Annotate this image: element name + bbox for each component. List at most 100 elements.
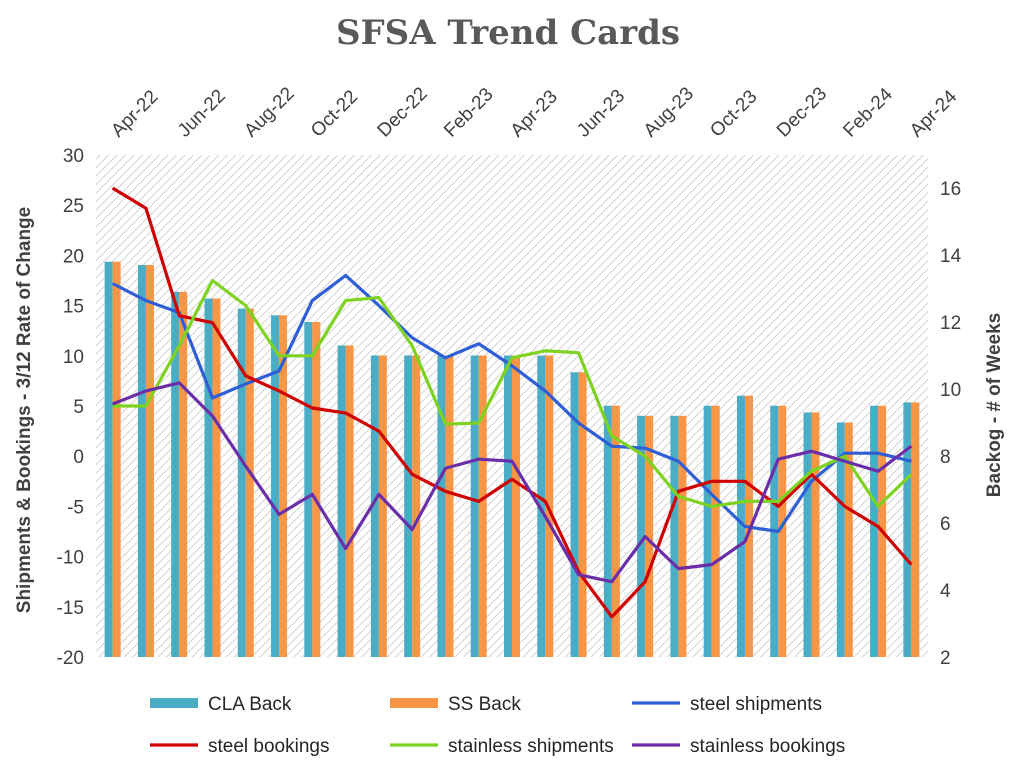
left-tick-label: 25: [63, 196, 84, 217]
bar-ss-back: [412, 355, 421, 657]
bar-cla-back: [870, 405, 879, 657]
x-tick-label: Apr-22: [107, 86, 162, 141]
bar-cla-back: [603, 405, 612, 657]
bar-ss-back: [512, 355, 520, 657]
bar-cla-back: [104, 261, 113, 657]
bar-cla-back: [836, 422, 845, 657]
left-tick-label: 20: [63, 246, 84, 267]
bar-ss-back: [711, 405, 720, 657]
bar-cla-back: [903, 402, 912, 657]
left-tick-label: 5: [73, 397, 84, 418]
right-axis-title: Backog - # of Weeks: [984, 313, 1005, 497]
x-tick-label: Oct-23: [706, 86, 761, 141]
bar-ss-back: [611, 405, 620, 657]
legend-item: steel shipments: [632, 694, 822, 715]
x-axis-ticks: Apr-22 Jun-22 Aug-22 Oct-22 Dec-22 Feb-23 Apr-…: [107, 83, 961, 141]
legend-item: SS Back: [390, 694, 521, 715]
bar-ss-back: [578, 372, 587, 657]
bar-cla-back: [370, 355, 379, 657]
line-stainless-bookings: [112, 381, 913, 584]
bar-cla-back: [803, 412, 812, 657]
bar-cla-back: [437, 355, 446, 657]
right-tick-label: 12: [940, 313, 961, 334]
legend-label: stainless bookings: [690, 736, 845, 757]
legend-item: CLA Back: [150, 694, 292, 715]
legend: CLA Back SS Back steel shipments steel book…: [150, 694, 845, 757]
bar-ss-back: [345, 345, 354, 657]
bar-cla-back: [504, 355, 512, 657]
x-tick-label: Feb-23: [440, 84, 497, 141]
bar-ss-back: [145, 265, 154, 657]
x-tick-label: Oct-22: [307, 86, 362, 141]
legend-label: stainless shipments: [448, 736, 614, 757]
bar-cla-back: [337, 345, 346, 657]
line-stainless-shipments: [112, 278, 913, 508]
left-axis-ticks: -20 -15 -10 -5 0 5 10 15 20 25 30: [57, 146, 84, 669]
left-axis-title: Shipments & Bookings - 3/12 Rate of Chan…: [14, 207, 35, 613]
bar-cla-back: [470, 355, 479, 657]
bar-cla-back: [271, 315, 280, 657]
legend-label: SS Back: [448, 694, 521, 715]
left-tick-label: 0: [73, 447, 84, 468]
right-axis-ticks: 2 4 6 8 10 12 14 16: [940, 179, 962, 669]
bar-ss-back: [378, 355, 387, 657]
bar-cla-back: [404, 355, 413, 657]
x-tick-label: Apr-23: [507, 86, 562, 141]
bar-ss-back: [445, 355, 454, 657]
left-tick-label: -15: [57, 598, 84, 619]
bar-ss-back: [245, 308, 254, 657]
bar-cla-back: [670, 415, 679, 657]
x-tick-label: Feb-24: [839, 84, 897, 142]
bar-cla-back: [736, 395, 745, 657]
bar-ss-back: [478, 355, 487, 657]
legend-swatch: [390, 698, 438, 708]
left-tick-label: 30: [63, 146, 84, 167]
x-tick-label: Jun-23: [573, 86, 629, 142]
bar-ss-back: [811, 412, 820, 657]
bars-layer: [104, 261, 920, 657]
x-tick-label: Aug-23: [640, 83, 698, 141]
bar-cla-back: [537, 355, 546, 657]
lines-layer: [111, 186, 913, 619]
bar-ss-back: [212, 298, 221, 657]
legend-label: CLA Back: [208, 694, 292, 715]
bar-cla-back: [237, 308, 246, 657]
bar-ss-back: [678, 415, 687, 657]
line-steel-bookings: [111, 186, 913, 619]
right-tick-label: 10: [940, 380, 961, 401]
right-tick-label: 8: [940, 447, 951, 468]
bar-ss-back: [112, 261, 121, 657]
bar-ss-back: [645, 415, 654, 657]
right-tick-label: 6: [940, 514, 951, 535]
bar-cla-back: [171, 291, 180, 657]
bar-ss-back: [312, 322, 321, 657]
bar-ss-back: [279, 315, 288, 657]
legend-swatch: [150, 698, 198, 708]
legend-label: steel shipments: [690, 694, 822, 715]
bar-cla-back: [137, 265, 146, 657]
x-tick-label: Aug-22: [240, 83, 298, 141]
right-tick-label: 16: [940, 179, 961, 200]
bar-ss-back: [179, 291, 188, 657]
left-tick-label: -10: [57, 548, 84, 569]
right-tick-label: 4: [940, 581, 951, 602]
x-tick-label: Dec-22: [374, 83, 432, 141]
legend-item: stainless bookings: [632, 736, 845, 757]
chart-title: SFSA Trend Cards: [336, 13, 680, 53]
x-tick-label: Apr-24: [906, 86, 961, 141]
x-tick-label: Jun-22: [174, 86, 230, 142]
bar-cla-back: [304, 322, 313, 657]
bar-ss-back: [844, 422, 853, 657]
left-tick-label: 15: [63, 297, 84, 318]
bar-cla-back: [570, 372, 579, 657]
left-tick-label: 10: [63, 347, 84, 368]
x-tick-label: Dec-23: [773, 83, 831, 141]
bar-ss-back: [911, 402, 920, 657]
right-tick-label: 14: [940, 246, 962, 267]
right-tick-label: 2: [940, 648, 951, 669]
line-steel-shipments: [111, 273, 912, 534]
bar-cla-back: [637, 415, 646, 657]
bar-ss-back: [778, 405, 787, 657]
left-tick-label: -20: [57, 648, 84, 669]
